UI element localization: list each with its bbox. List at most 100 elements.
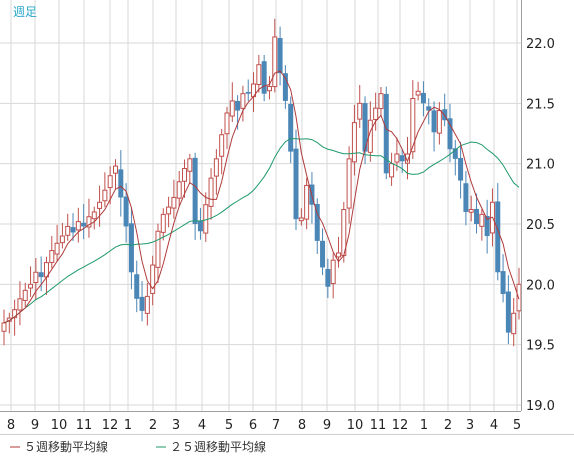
candle-body	[134, 274, 140, 299]
candle-body	[97, 201, 103, 209]
candle-body	[107, 175, 113, 189]
candle-body	[224, 112, 230, 135]
candle-body	[187, 158, 193, 172]
candle-body	[192, 157, 198, 224]
candle-body	[240, 93, 246, 109]
y-tick-label: 20.0	[526, 278, 555, 293]
candle-body	[160, 213, 166, 233]
candle-body	[516, 283, 522, 312]
candle-body	[261, 61, 267, 94]
candle-body	[17, 298, 23, 311]
candle-body	[150, 264, 156, 294]
candle-body	[91, 211, 97, 220]
x-tick-label: 5	[513, 418, 521, 433]
candle-body	[325, 269, 331, 287]
timeframe-label: 週足	[13, 5, 37, 19]
candle-body	[213, 158, 219, 177]
candle-body	[474, 208, 480, 224]
candle-body	[197, 220, 203, 232]
legend-label: ５週移動平均線	[24, 439, 108, 454]
candle-body	[282, 73, 288, 101]
moving-averages	[3, 70, 520, 324]
y-tick-label: 19.0	[526, 399, 555, 414]
x-axis-labels: 8 9 10 11 12 1 2 3 4 5 6 7 8 9 10 11 12 1 2 3 4 5	[7, 418, 521, 433]
candle-body	[394, 153, 400, 163]
candle-body	[389, 163, 395, 178]
x-tick-label: 10	[51, 418, 68, 433]
candle-body	[176, 181, 182, 199]
candle-body	[298, 217, 304, 222]
x-tick-label: 6	[249, 418, 257, 433]
x-tick-label: 11	[76, 418, 93, 433]
x-tick-label: 2	[444, 418, 452, 433]
candle-body	[219, 134, 225, 157]
x-tick-label: 2	[149, 418, 157, 433]
candle-body	[399, 155, 405, 162]
ma25-line	[3, 137, 520, 324]
plot-frame	[0, 0, 574, 435]
candle-body	[410, 98, 416, 153]
y-tick-label: 21.5	[526, 97, 555, 112]
candle-body	[426, 106, 432, 111]
candle-body	[272, 36, 278, 88]
x-tick-label: 12	[392, 418, 409, 433]
candle-body	[320, 240, 326, 268]
candle-body	[511, 312, 517, 335]
y-tick-label: 22.0	[526, 37, 555, 52]
candle-body	[118, 169, 124, 198]
candle-body	[123, 196, 129, 227]
candle-body	[235, 100, 241, 111]
x-tick-label: 10	[347, 418, 364, 433]
candle-body	[362, 103, 368, 152]
candle-body	[484, 215, 490, 237]
y-axis-labels: 22.0 21.5 21.0 20.5 20.0 19.5 19.0	[526, 37, 555, 414]
candle-body	[28, 283, 34, 289]
legend: ５週移動平均線 ２５週移動平均線	[10, 439, 266, 454]
candle-body	[436, 110, 442, 134]
candle-body	[128, 223, 134, 273]
x-tick-label: 3	[172, 418, 180, 433]
candle-body	[155, 230, 161, 268]
candle-body	[495, 201, 501, 273]
candle-body	[335, 252, 341, 258]
candle-body	[1, 322, 7, 332]
candle-body	[373, 107, 379, 121]
candle-body	[420, 92, 426, 104]
candle-body	[70, 227, 76, 233]
candle-body	[75, 221, 81, 231]
x-tick-label: 1	[124, 418, 132, 433]
candle-body	[166, 206, 172, 215]
candle-body	[330, 259, 336, 285]
x-tick-label: 9	[31, 418, 39, 433]
x-tick-label: 1	[420, 418, 428, 433]
candle-body	[86, 216, 92, 228]
x-tick-label: 8	[298, 418, 306, 433]
legend-label: ２５週移動平均線	[170, 439, 266, 454]
candle-body	[65, 225, 71, 236]
y-tick-label: 20.5	[526, 218, 555, 233]
candle-body	[383, 93, 389, 174]
candle-body	[431, 110, 437, 133]
candle-body	[479, 213, 485, 227]
candle-body	[468, 209, 474, 213]
candle-body	[203, 204, 209, 234]
candle-body	[452, 148, 458, 159]
ma5-line	[3, 70, 520, 324]
candle-body	[505, 291, 511, 333]
candle-body	[22, 289, 28, 301]
y-tick-label: 19.5	[526, 339, 555, 354]
x-tick-label: 3	[466, 418, 474, 433]
candle-body	[346, 158, 352, 209]
candle-body	[33, 271, 39, 284]
candle-body	[102, 189, 108, 202]
candle-body	[38, 272, 44, 278]
candle-body	[463, 183, 469, 212]
x-tick-label: 7	[272, 418, 280, 433]
x-tick-label: 4	[490, 418, 498, 433]
candle-body	[447, 118, 453, 150]
x-tick-label: 8	[7, 418, 15, 433]
candle-body	[171, 196, 177, 209]
candle-body	[288, 103, 294, 152]
